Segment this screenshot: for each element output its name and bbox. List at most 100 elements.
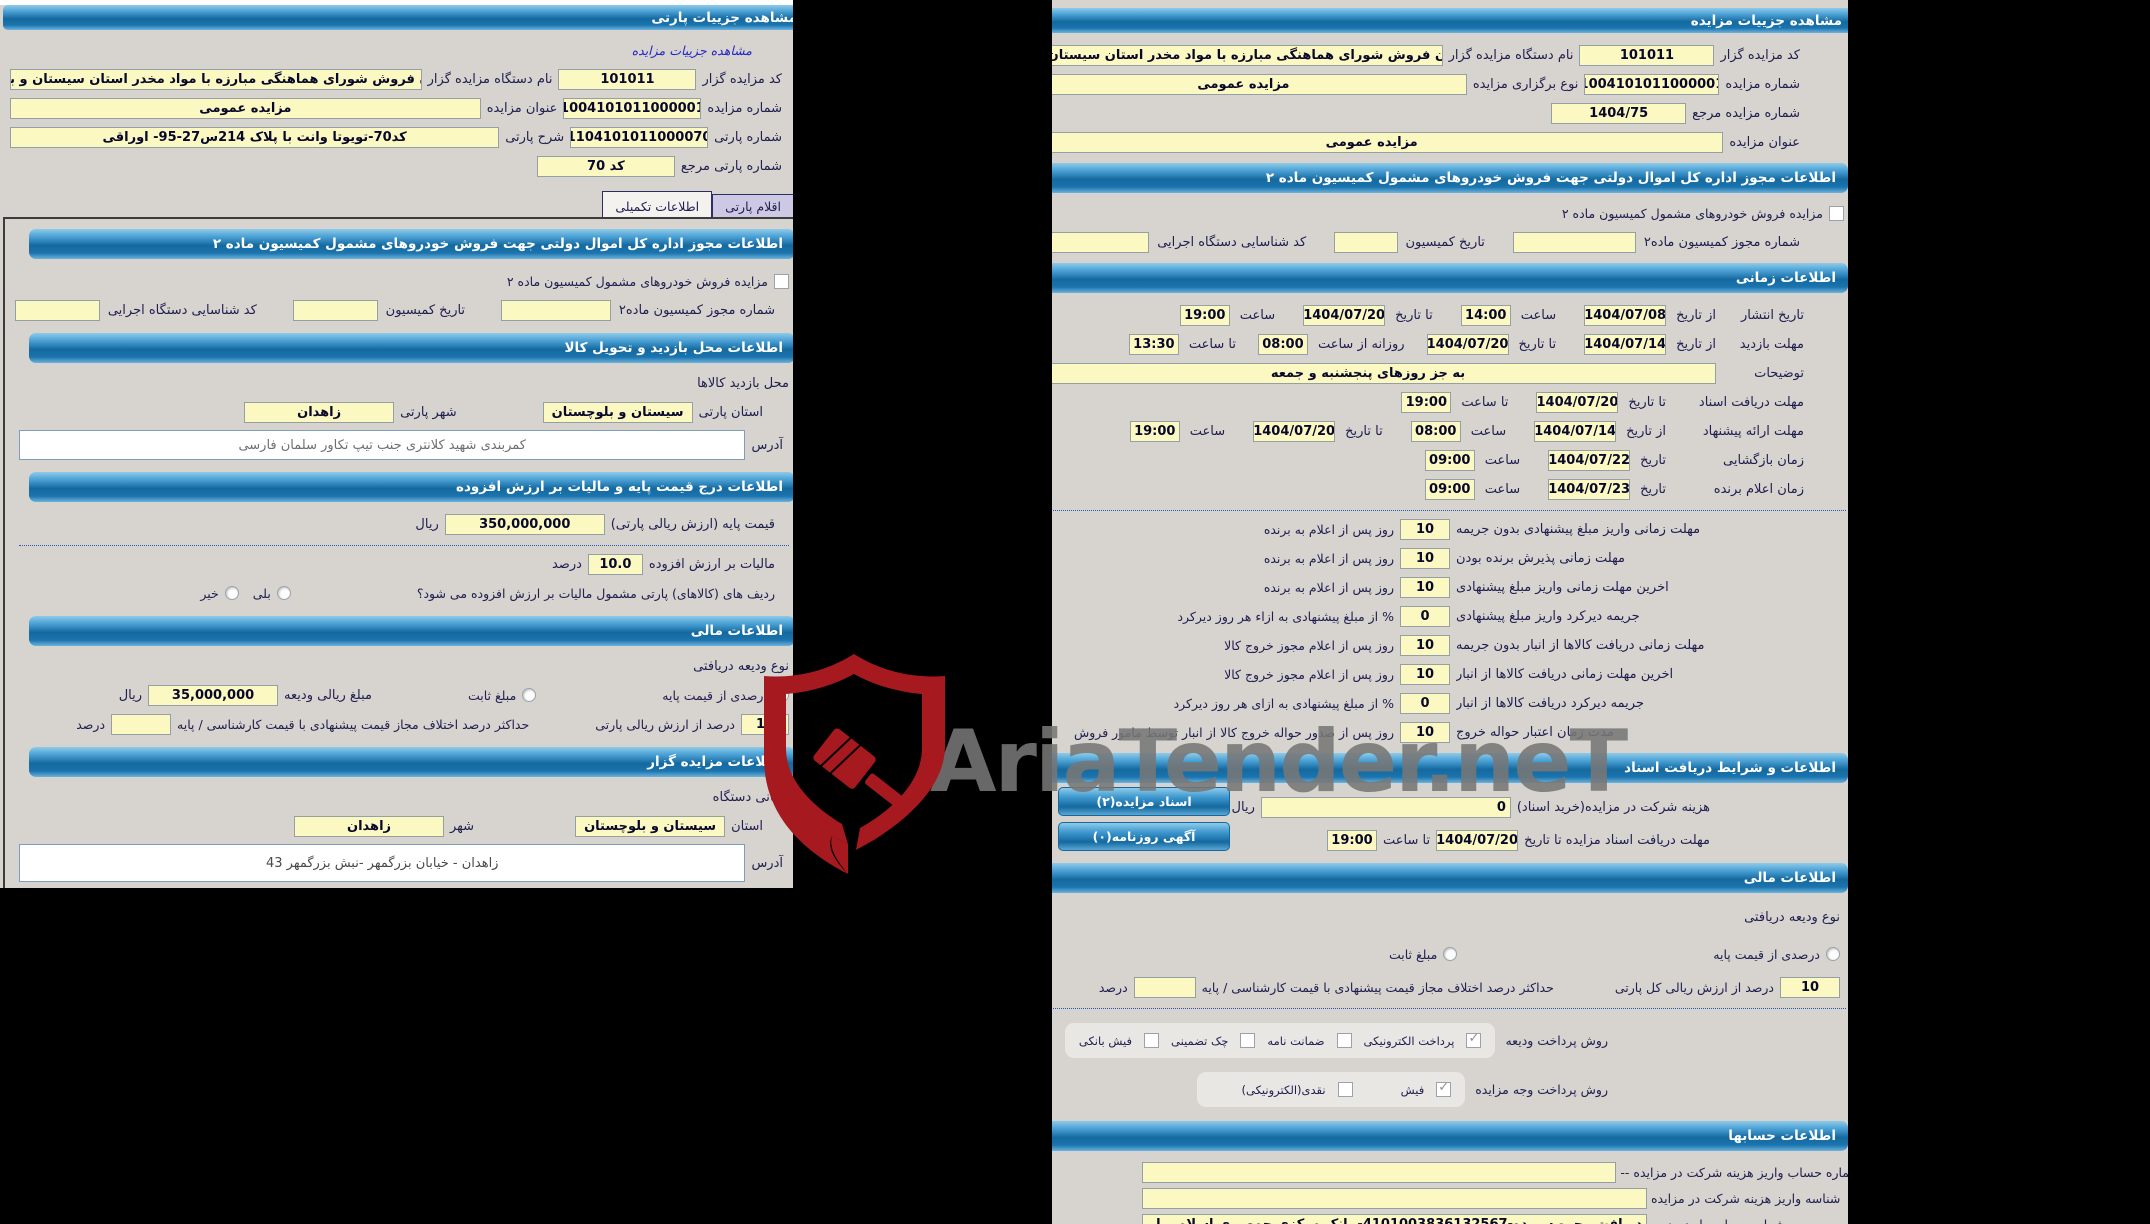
penalty-field[interactable]: 10: [1400, 576, 1450, 598]
penalty-field[interactable]: 10: [1400, 663, 1450, 685]
max-diff-label: حداکثر درصد اختلاف مجاز قیمت پیشنهادی با…: [177, 716, 530, 732]
r-exec-id-field[interactable]: [1052, 231, 1150, 253]
opening-hour-field[interactable]: 09:00: [1424, 449, 1475, 471]
madeh2-checkbox[interactable]: [774, 273, 789, 289]
penalty-field[interactable]: 0: [1400, 692, 1450, 714]
notes-field[interactable]: به جز روزهای پنجشنبه و جمعه: [1052, 362, 1716, 384]
offer-from-hour-field[interactable]: 08:00: [1410, 420, 1461, 442]
visit-daily-from-field[interactable]: 08:00: [1257, 333, 1308, 355]
vat-yes-radio[interactable]: [276, 586, 291, 600]
offer-to-field[interactable]: 1404/07/20: [1253, 420, 1336, 442]
publish-to-hour-field[interactable]: 19:00: [1179, 304, 1230, 326]
offer-to-hour-field[interactable]: 19:00: [1129, 420, 1180, 442]
auction-title-field[interactable]: مزایده عمومی: [10, 97, 481, 119]
publish-from-field[interactable]: 1404/07/08: [1584, 304, 1667, 326]
visit-address-field[interactable]: کمربندی شهید کلانتری جنب تیپ تکاور سلمان…: [19, 430, 746, 460]
r-deposit-percent-radio[interactable]: [1826, 947, 1840, 961]
r-max-diff-field[interactable]: [1133, 976, 1196, 998]
docs-hour-field[interactable]: 19:00: [1401, 391, 1452, 413]
auction-details-window: مشاهده جزییات مزایده کد مزایده گزار 1010…: [1052, 0, 1848, 1224]
docs-to-field[interactable]: 1404/07/20: [1536, 391, 1619, 413]
newspaper-ad-button[interactable]: آگهی روزنامه(۰): [1058, 822, 1230, 851]
auctioneer-name-label: نام دستگاه مزایده گزار: [427, 71, 553, 87]
vat-no-radio[interactable]: [224, 586, 239, 600]
electronic-pay-checkbox[interactable]: [1466, 1031, 1482, 1048]
org-province-field[interactable]: سیستان و بلوچستان: [575, 815, 726, 837]
docs-deadline2-hour[interactable]: 19:00: [1326, 829, 1377, 851]
opening-label: زمان بازگشایی: [1723, 452, 1804, 468]
lot-number-field[interactable]: 1104101011000070: [570, 126, 709, 148]
account-field[interactable]: [1142, 1162, 1617, 1183]
auction-details-link[interactable]: مشاهده جزییات مزایده: [631, 42, 752, 58]
auctioneer-code-field[interactable]: 101011: [558, 68, 697, 90]
r-auction-type-field[interactable]: مزایده عمومی: [1052, 73, 1467, 95]
account-field[interactable]: دریافت وجوه سپرده-4101003836132567- بانک…: [1142, 1214, 1647, 1224]
r-auction-ref-field[interactable]: 1404/75: [1551, 102, 1687, 124]
penalty-field[interactable]: 0: [1400, 605, 1450, 627]
guarantee-checkbox[interactable]: [1336, 1033, 1352, 1048]
vat-yes-label: بلی: [252, 585, 271, 601]
tab-party-items[interactable]: اقلام پارتی: [712, 194, 793, 217]
docs-to-word: تا تاریخ: [1628, 394, 1666, 410]
window-top-strip: [0, 0, 793, 5]
r-auction-number-field[interactable]: 1004101011000001: [1584, 73, 1720, 95]
slip-checkbox[interactable]: [1436, 1080, 1452, 1097]
lot-province-field[interactable]: سیستان و بلوچستان: [542, 401, 693, 423]
deposit-amount-field[interactable]: 35,000,000: [148, 684, 279, 706]
r-madeh2-checkbox[interactable]: [1829, 205, 1844, 221]
offer-hour-word: ساعت: [1470, 423, 1507, 439]
r-max-diff-label: حداکثر درصد اختلاف مجاز قیمت پیشنهادی با…: [1201, 979, 1554, 995]
account-field[interactable]: [1142, 1188, 1647, 1209]
org-address-field[interactable]: زاهدان - خیابان بزرگمهر -نبش بزرگمهر 43: [19, 844, 746, 882]
visit-to-field[interactable]: 1404/07/20: [1426, 333, 1509, 355]
lot-desc-field[interactable]: کد70-تویوتا وانت با پلاک 214س27-95- اورا…: [10, 126, 500, 148]
tab-additional-info[interactable]: اطلاعات تکمیلی: [602, 191, 713, 217]
auction-title-label: عنوان مزایده: [486, 100, 558, 116]
r-auctioneer-name-label: نام دستگاه مزایده گزار: [1448, 47, 1574, 63]
deposit-pay-method-box: پرداخت الکترونیکی ضمانت نامه چک تضمینی ف…: [1064, 1023, 1496, 1058]
penalty-field[interactable]: 10: [1400, 721, 1450, 743]
ariatender-logo: [752, 648, 957, 887]
deposit-fixed-radio[interactable]: [522, 688, 537, 702]
r-deposit-fixed-radio[interactable]: [1443, 947, 1458, 961]
certified-check-checkbox[interactable]: [1240, 1033, 1256, 1048]
auction-number-field[interactable]: 1004101011000001: [563, 97, 702, 119]
r-permit-no-field[interactable]: [1512, 231, 1636, 253]
r-permit-date-field[interactable]: [1334, 231, 1398, 253]
auction-docs-button[interactable]: اسناد مزایده(۲): [1058, 787, 1230, 816]
penalty-suffix: % از مبلغ پیشنهادی به ازای هر روز دیرکرد: [1173, 695, 1394, 711]
penalty-field[interactable]: 10: [1400, 518, 1450, 540]
base-price-field[interactable]: 350,000,000: [444, 513, 605, 535]
r-auctioneer-name-field[interactable]: کمیسیون فروش شورای هماهنگی مبارزه با موا…: [1052, 44, 1443, 66]
opening-date-field[interactable]: 1404/07/22: [1548, 449, 1631, 471]
publish-from-hour-field[interactable]: 14:00: [1460, 304, 1511, 326]
auctioneer-code-label: کد مزایده گزار: [702, 71, 782, 87]
penalty-field[interactable]: 10: [1400, 547, 1450, 569]
vat-field[interactable]: 10.0: [587, 553, 643, 575]
exec-id-field[interactable]: [14, 299, 100, 321]
publish-to-field[interactable]: 1404/07/20: [1303, 304, 1386, 326]
max-diff-unit: درصد: [76, 716, 106, 732]
fee-field[interactable]: 0: [1260, 796, 1511, 818]
visit-from-field[interactable]: 1404/07/14: [1584, 333, 1667, 355]
penalty-field[interactable]: 10: [1400, 634, 1450, 656]
winner-date-field[interactable]: 1404/07/23: [1548, 478, 1631, 500]
auctioneer-name-field[interactable]: کمیسیون فروش شورای هماهنگی مبارزه با موا…: [10, 68, 422, 90]
bank-slip-checkbox[interactable]: [1144, 1033, 1160, 1048]
cash-electronic-checkbox[interactable]: [1337, 1082, 1353, 1097]
org-city-field[interactable]: زاهدان: [294, 815, 444, 837]
r-max-diff-unit: درصد: [1098, 979, 1128, 995]
lot-city-field[interactable]: زاهدان: [244, 401, 395, 423]
permit-no-field[interactable]: [501, 299, 611, 321]
max-diff-field[interactable]: [111, 713, 172, 735]
winner-hour-field[interactable]: 09:00: [1424, 478, 1475, 500]
docs-deadline2-date[interactable]: 1404/07/20: [1436, 829, 1519, 851]
visit-place-subtitle: محل بازدید کالاها: [697, 375, 789, 391]
permit-date-field[interactable]: [292, 299, 378, 321]
offer-from-field[interactable]: 1404/07/14: [1534, 420, 1617, 442]
lot-ref-field[interactable]: کد 70: [536, 155, 675, 177]
r-deposit-percent-field[interactable]: 10: [1780, 976, 1840, 998]
r-auctioneer-code-field[interactable]: 101011: [1579, 44, 1715, 66]
visit-daily-to-field[interactable]: 13:30: [1128, 333, 1179, 355]
r-auction-title-field[interactable]: مزایده عمومی: [1052, 131, 1724, 153]
